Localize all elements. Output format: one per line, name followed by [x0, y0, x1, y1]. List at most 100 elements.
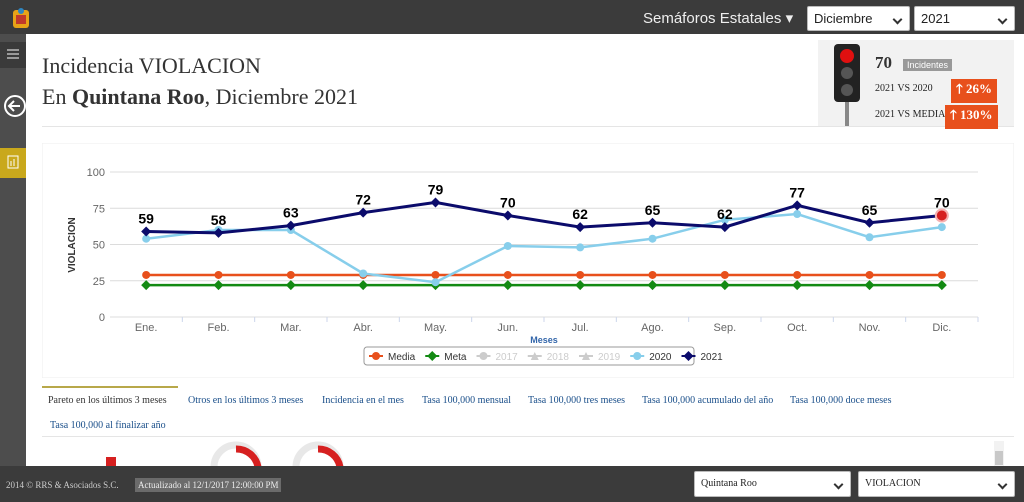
x-tick-label: Jul.	[572, 322, 589, 334]
data-point	[793, 270, 802, 279]
data-point	[358, 207, 369, 218]
data-point	[431, 270, 440, 279]
tab[interactable]: Otros en los últimos 3 meses	[188, 395, 304, 406]
data-point	[285, 280, 296, 291]
data-label: 58	[211, 212, 227, 228]
tab[interactable]: Tasa 100,000 tres meses	[528, 395, 626, 406]
data-point	[213, 280, 224, 291]
sidebar-icons	[0, 42, 26, 178]
y-tick-label: 0	[99, 312, 105, 324]
chart: VIOLACION Meses 0 25 50 75 100 Ene. Feb. Mar. Ab…	[42, 143, 1014, 378]
vs-mean: 🡑 130%	[945, 105, 998, 129]
data-point	[358, 280, 369, 291]
crime-select[interactable]: VIOLACION	[858, 471, 1015, 497]
legend-marker	[581, 352, 590, 360]
legend-label[interactable]: 2021	[700, 352, 723, 363]
data-point	[648, 234, 657, 243]
tab[interactable]: Tasa 100,000 doce meses	[790, 395, 892, 406]
data-point	[647, 280, 658, 291]
data-point	[937, 270, 946, 279]
legend-marker	[479, 352, 488, 360]
data-label: 79	[428, 181, 444, 197]
data-point	[865, 270, 874, 279]
state-select[interactable]: Quintana Roo	[694, 471, 851, 497]
x-tick-label: May.	[424, 322, 447, 334]
data-point	[865, 233, 874, 242]
traffic-light	[834, 44, 860, 126]
legend-label[interactable]: Media	[388, 352, 416, 363]
data-point	[864, 280, 875, 291]
data-point	[503, 241, 512, 250]
tab[interactable]: Tasa 100,000 al finalizar año	[50, 420, 166, 431]
month-select[interactable]: Diciembre	[807, 6, 910, 31]
menu-label: Semáforos Estatales	[643, 10, 782, 27]
subtitle-suffix: , Diciembre 2021	[204, 84, 358, 109]
footer: 2014 © RRS & Asociados S.C. Actualizado …	[0, 466, 1024, 502]
data-label: 59	[138, 210, 154, 226]
x-tick-label: Sep.	[714, 322, 737, 334]
legend-marker	[530, 352, 539, 360]
data-point	[720, 215, 729, 224]
logo	[13, 8, 29, 28]
data-label: 72	[355, 192, 371, 208]
data-point	[576, 270, 585, 279]
subtitle-state: Quintana Roo	[71, 84, 205, 109]
data-point	[864, 217, 875, 228]
data-point	[647, 217, 658, 228]
bottom-panel-art	[106, 441, 1004, 468]
count: 70	[875, 53, 892, 72]
data-point	[141, 280, 152, 291]
tab[interactable]: Pareto en los últimos 3 meses	[48, 395, 167, 406]
data-label: 70	[500, 195, 516, 211]
x-tick-label: Ago.	[641, 322, 664, 334]
title: Incidencia VIOLACION	[42, 53, 261, 78]
x-tick-label: Dic.	[932, 322, 951, 334]
x-tick-label: Jun.	[497, 322, 518, 334]
data-point	[936, 280, 947, 291]
x-tick-label: Oct.	[787, 322, 807, 334]
data-point	[359, 269, 368, 278]
data-point	[286, 270, 295, 279]
tab[interactable]: Tasa 100,000 mensual	[422, 395, 512, 406]
legend-marker	[683, 351, 694, 361]
vs-prev: 🡑 26%	[951, 79, 998, 103]
data-label: 65	[862, 202, 878, 218]
year-select[interactable]: 2021	[914, 6, 1015, 31]
data-point	[793, 210, 802, 219]
y-tick-label: 75	[93, 203, 105, 215]
year-value: 2021	[921, 11, 950, 26]
data-point	[502, 210, 513, 221]
month-value: Diciembre	[814, 11, 873, 26]
y-tick-label: 50	[93, 240, 105, 252]
data-label: 65	[645, 202, 661, 218]
legend-label[interactable]: 2017	[495, 352, 518, 363]
data-point	[213, 227, 224, 238]
tab-underline	[42, 386, 178, 388]
vs-mean-label: 2021 VS MEDIA	[875, 109, 946, 120]
data-point	[503, 270, 512, 279]
tab[interactable]: Incidencia en el mes	[322, 395, 404, 406]
data-point	[285, 220, 296, 231]
data-point	[575, 222, 586, 233]
legend-label[interactable]: 2019	[598, 352, 621, 363]
data-point	[575, 280, 586, 291]
tab[interactable]: Tasa 100,000 acumulado del año	[642, 395, 774, 406]
sidebar	[0, 34, 26, 466]
summary-box: 70 Incidentes 2021 VS 2020 🡑 26% 2021 VS…	[818, 40, 1014, 129]
chart-panel	[42, 143, 1014, 378]
data-point	[431, 278, 440, 287]
series-line	[146, 212, 943, 284]
data-point	[142, 234, 151, 243]
legend-marker	[372, 352, 380, 360]
legend-marker	[633, 352, 642, 360]
data-point	[142, 270, 151, 279]
legend-label[interactable]: Meta	[444, 352, 467, 363]
data-point	[719, 222, 730, 233]
legend-label[interactable]: 2018	[547, 352, 570, 363]
x-tick-label: Ene.	[135, 322, 158, 334]
x-axis-label: Meses	[530, 335, 558, 345]
state-value: Quintana Roo	[701, 478, 757, 489]
menu[interactable]: Semáforos Estatales ▾	[643, 10, 794, 27]
data-point	[719, 280, 730, 291]
legend-label[interactable]: 2020	[649, 352, 672, 363]
